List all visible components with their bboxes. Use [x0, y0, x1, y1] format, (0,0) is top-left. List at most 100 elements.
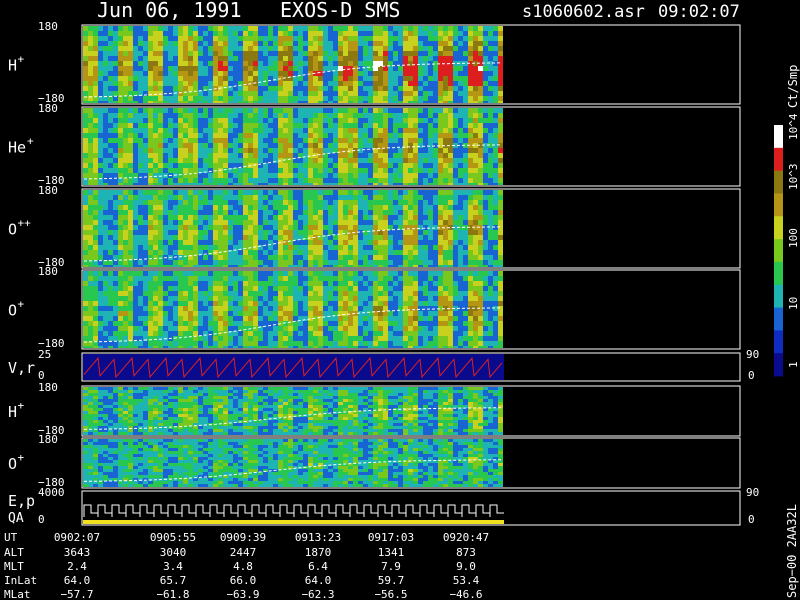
heatmap-cell — [328, 118, 333, 123]
heatmap-cell — [333, 321, 338, 326]
heatmap-cell — [158, 51, 163, 56]
heatmap-cell — [493, 91, 498, 96]
heatmap-cell — [88, 316, 93, 321]
heatmap-cell — [298, 153, 303, 158]
heatmap-cell — [288, 143, 293, 148]
heatmap-cell — [353, 51, 358, 56]
heatmap-cell — [108, 66, 113, 71]
heatmap-cell — [283, 101, 288, 103]
heatmap-cell — [83, 178, 88, 183]
heatmap-cell — [258, 183, 263, 185]
heatmap-cell — [333, 276, 338, 281]
heatmap-cell — [473, 138, 478, 143]
heatmap-cell — [388, 210, 393, 215]
heatmap-cell — [443, 133, 448, 138]
heatmap-cell — [83, 46, 88, 51]
heatmap-cell — [168, 240, 173, 245]
heatmap-cell — [318, 281, 323, 286]
heatmap-cell — [453, 61, 458, 66]
heatmap-cell — [418, 220, 423, 225]
heatmap-cell — [158, 195, 163, 200]
heatmap-cell — [283, 118, 288, 123]
heatmap-cell — [113, 220, 118, 225]
heatmap-cell — [258, 265, 263, 267]
heatmap-cell — [238, 265, 243, 267]
heatmap-cell — [403, 143, 408, 148]
heatmap-cell — [343, 108, 348, 113]
heatmap-cell — [103, 260, 108, 265]
heatmap-cell — [198, 76, 203, 81]
heatmap-cell — [338, 341, 343, 346]
heatmap-cell — [368, 138, 373, 143]
heatmap-cell — [438, 113, 443, 118]
heatmap-cell — [248, 173, 253, 178]
heatmap-cell — [268, 123, 273, 128]
heatmap-cell — [103, 178, 108, 183]
heatmap-cell — [398, 173, 403, 178]
heatmap-cell — [173, 245, 178, 250]
heatmap-cell — [328, 195, 333, 200]
heatmap-cell — [498, 200, 503, 205]
heatmap-cell — [193, 220, 198, 225]
heatmap-cell — [178, 66, 183, 71]
heatmap-cell — [348, 158, 353, 163]
heatmap-cell — [88, 56, 93, 61]
heatmap-cell — [333, 51, 338, 56]
heatmap-cell — [323, 148, 328, 153]
heatmap-cell — [253, 210, 258, 215]
heatmap-cell — [128, 76, 133, 81]
heatmap-cell — [213, 76, 218, 81]
heatmap-cell — [148, 230, 153, 235]
heatmap-cell — [338, 225, 343, 230]
heatmap-cell — [278, 316, 283, 321]
heatmap-cell — [378, 158, 383, 163]
heatmap-cell — [303, 123, 308, 128]
heatmap-cell — [213, 148, 218, 153]
heatmap-cell — [498, 31, 503, 36]
heatmap-cell — [133, 316, 138, 321]
heatmap-cell — [333, 260, 338, 265]
heatmap-cell — [373, 26, 378, 31]
heatmap-cell — [158, 311, 163, 316]
heatmap-cell — [148, 61, 153, 66]
heatmap-cell — [433, 76, 438, 81]
heatmap-cell — [463, 240, 468, 245]
heatmap-cell — [363, 271, 368, 276]
heatmap-cell — [468, 26, 473, 31]
heatmap-cell — [138, 81, 143, 86]
heatmap-cell — [218, 245, 223, 250]
heatmap-cell — [328, 341, 333, 346]
heatmap-cell — [133, 143, 138, 148]
heatmap-cell — [93, 235, 98, 240]
heatmap-cell — [423, 56, 428, 61]
heatmap-cell — [453, 128, 458, 133]
heatmap-cell — [208, 250, 213, 255]
heatmap-cell — [403, 250, 408, 255]
heatmap-cell — [113, 118, 118, 123]
heatmap-cell — [148, 96, 153, 101]
heatmap-cell — [123, 225, 128, 230]
heatmap-cell — [323, 31, 328, 36]
heatmap-cell — [453, 56, 458, 61]
heatmap-cell — [263, 220, 268, 225]
heatmap-cell — [318, 260, 323, 265]
heatmap-cell — [253, 225, 258, 230]
heatmap-cell — [363, 286, 368, 291]
heatmap-cell — [213, 281, 218, 286]
heatmap-cell — [118, 321, 123, 326]
heatmap-cell — [108, 163, 113, 168]
heatmap-cell — [88, 220, 93, 225]
heatmap-cell — [253, 346, 258, 348]
heatmap-cell — [333, 143, 338, 148]
heatmap-cell — [478, 215, 483, 220]
heatmap-cell — [373, 225, 378, 230]
heatmap-cell — [273, 143, 278, 148]
heatmap-cell — [268, 190, 273, 195]
heatmap-cell — [183, 276, 188, 281]
heatmap-cell — [378, 26, 383, 31]
heatmap-cell — [163, 183, 168, 185]
heatmap-cell — [243, 265, 248, 267]
heatmap-cell — [323, 61, 328, 66]
heatmap-cell — [133, 168, 138, 173]
heatmap-cell — [363, 255, 368, 260]
